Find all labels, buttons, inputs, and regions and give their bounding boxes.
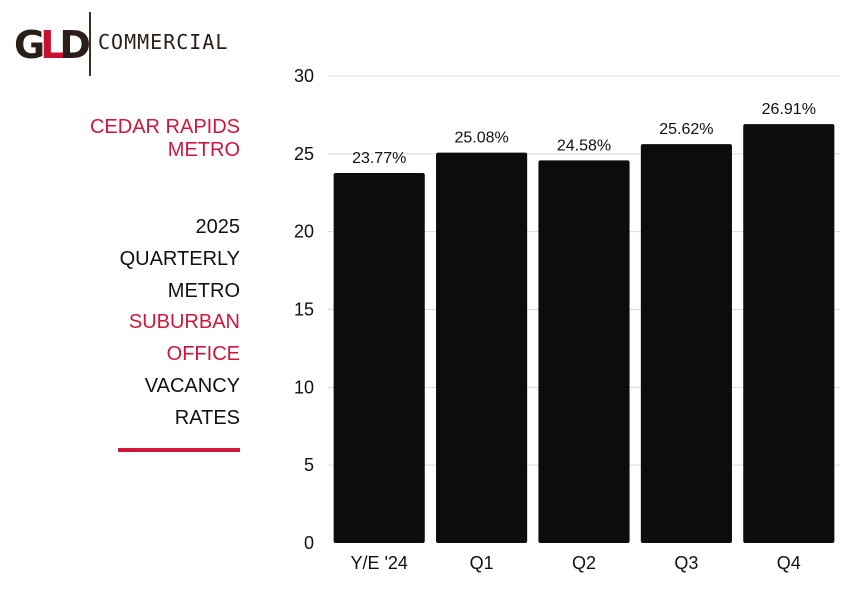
logo-text: COMMERCIAL (98, 30, 229, 54)
x-category-label: Q3 (674, 553, 698, 573)
report-title: 2025 QUARTERLY METRO SUBURBAN OFFICE VACANCY R… (20, 212, 240, 435)
y-tick-label: 30 (294, 66, 314, 86)
bar (333, 172, 425, 543)
bar (640, 144, 732, 543)
y-tick-label: 5 (304, 455, 314, 475)
title-line: QUARTERLY (119, 247, 240, 270)
logo-letter-d: D (59, 23, 90, 67)
x-category-label: Q4 (777, 553, 801, 573)
data-label: 24.58% (557, 137, 611, 154)
title-line: 2025 (195, 216, 241, 238)
bar (436, 152, 528, 543)
title-line: VACANCY (144, 374, 240, 397)
title-line: METRO (167, 279, 240, 302)
logo-letter-l: L (40, 23, 64, 67)
logo: GLD COMMERCIAL (14, 12, 254, 78)
logo-letter-g: G (14, 23, 45, 67)
data-label: 25.62% (659, 121, 713, 138)
bar (743, 124, 835, 543)
data-label: 23.77% (352, 150, 406, 167)
market-name: CEDAR RAPIDS METRO (89, 116, 240, 161)
y-tick-label: 10 (294, 377, 314, 397)
data-label: 25.08% (454, 130, 508, 147)
x-category-label: Q2 (572, 553, 596, 573)
bar (538, 160, 630, 543)
title-line: RATES (174, 406, 240, 429)
y-tick-label: 15 (294, 300, 314, 320)
data-label: 26.91% (762, 101, 816, 118)
y-tick-label: 0 (304, 533, 314, 553)
x-category-label: Q1 (470, 553, 494, 573)
logo-divider (89, 12, 91, 76)
vacancy-bar-chart: 0 5 10 15 20 25 30 23.77% Y/E '24 25.08% Q1 24.58% Q… (294, 66, 840, 573)
y-tick-label: 20 (294, 222, 314, 242)
y-tick-label: 25 (294, 144, 314, 164)
x-category-label: Y/E '24 (350, 553, 407, 573)
title-line: OFFICE (166, 343, 240, 366)
logo-mark: GLD (14, 23, 91, 67)
accent-underline (118, 448, 240, 452)
title-line: SUBURBAN (128, 311, 240, 334)
